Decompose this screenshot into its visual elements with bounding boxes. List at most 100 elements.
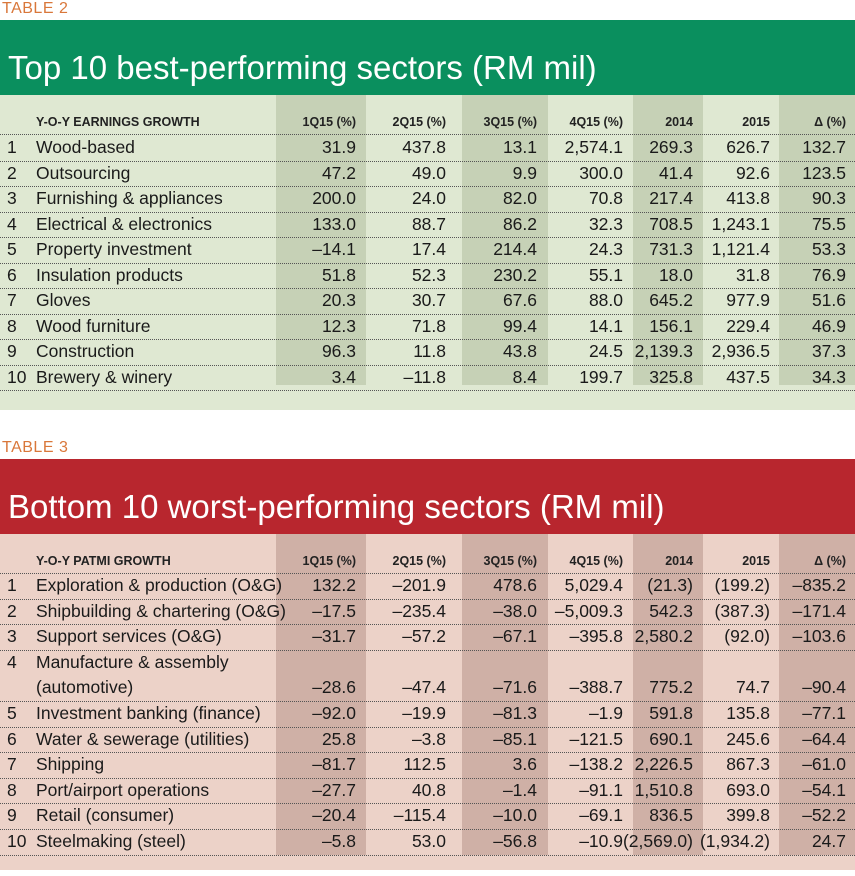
value-cell: 67.6 [502,290,537,310]
value-cell: 76.9 [811,264,846,285]
row-rank: 1 [7,575,17,595]
column-header: 1Q15 (%) [302,554,357,568]
row-rank: 6 [7,264,17,285]
value-cell: 25.8 [321,728,356,749]
value-cell: 626.7 [726,137,770,157]
value-cell: 47.2 [321,162,356,183]
value-cell: 51.6 [811,290,846,310]
header-label: Y-O-Y PATMI GROWTH [36,554,171,568]
value-cell: 90.3 [811,188,846,208]
value-cell: 52.3 [411,264,446,285]
value-cell: 132.2 [312,575,356,595]
column-shade [276,95,366,385]
value-cell: 135.8 [726,703,770,723]
value-cell: –64.4 [802,728,846,749]
value-cell: 88.7 [411,213,446,234]
sector-name: Water & sewerage (utilities) [36,728,250,749]
row-rank: 7 [7,290,17,310]
row-rank: 9 [7,341,17,361]
value-cell: 199.7 [579,366,623,387]
value-cell: –28.6 [312,677,356,698]
value-cell: 133.0 [312,213,356,234]
sector-name: Manufacture & assembly [36,651,229,672]
value-cell: –11.8 [403,366,447,387]
value-cell: 399.8 [726,805,770,826]
value-cell: 2,574.1 [564,137,623,157]
value-cell: 693.0 [726,779,770,800]
row-rank: 10 [7,366,27,387]
value-cell: –77.1 [802,703,846,723]
sector-name: Wood-based [36,137,135,157]
table-row: 5 Property investment –14.1 17.4 214.4 24.3 73… [0,237,855,264]
value-cell: 8.4 [512,366,537,387]
value-cell: 24.7 [811,831,846,851]
row-rank: 5 [7,703,17,723]
value-cell: –47.4 [402,677,446,698]
value-cell: 2,139.3 [634,341,693,361]
value-cell: 437.8 [402,137,446,157]
value-cell: –52.2 [802,805,846,826]
value-cell: –19.9 [402,703,446,723]
column-header: 4Q15 (%) [569,554,624,568]
sector-name: Shipping [36,754,105,775]
row-rank: 10 [7,831,27,851]
value-cell: 645.2 [649,290,693,310]
value-cell: 82.0 [502,188,537,208]
sector-name: Construction [36,341,135,361]
sector-name-line-2: (automotive) [36,677,134,698]
value-cell: –20.4 [312,805,356,826]
value-cell: 31.8 [735,264,770,285]
value-cell: 478.6 [493,575,537,595]
column-header: 2014 [665,554,693,568]
value-cell: 14.1 [588,315,623,336]
table-2-title-banner: Top 10 best-performing sectors (RM mil) [0,20,855,95]
value-cell: –5,009.3 [554,600,623,621]
row-rank: 4 [7,213,17,234]
value-cell: –56.8 [493,831,537,851]
value-cell: –27.7 [312,779,356,800]
value-cell: 96.3 [321,341,356,361]
column-shade [276,534,366,855]
value-cell: –91.1 [579,779,623,800]
table-row: 5 Investment banking (finance) –92.0 –19.9 –… [0,701,855,728]
sector-name: Gloves [36,290,91,310]
column-header: 1Q15 (%) [302,115,357,129]
table-row: 4 Electrical & electronics 133.0 88.7 86.2 32… [0,212,855,238]
value-cell: (21.3) [647,575,693,595]
value-cell: –17.5 [312,600,356,621]
value-cell: –201.9 [392,575,446,595]
value-cell: –171.4 [792,600,846,621]
table-row: 8 Port/airport operations –27.7 40.8 –1.4 –91… [0,778,855,805]
table-2: Y-O-Y EARNINGS GROWTH 1Q15 (%) 2Q15 (%) 3Q1… [0,95,855,410]
row-rank: 1 [7,137,17,157]
value-cell: 112.5 [403,754,447,775]
value-cell: (2,569.0) [622,831,693,851]
value-cell: 214.4 [493,239,537,259]
table-row: 7 Shipping –81.7 112.5 3.6 –138.2 2,226.5 867.3… [0,752,855,779]
value-cell: 51.8 [321,264,356,285]
value-cell: 3.4 [331,366,356,387]
column-shade [462,95,548,385]
value-cell: 156.1 [649,315,693,336]
sector-name: Property investment [36,239,192,259]
table-row: 3 Support services (O&G) –31.7 –57.2 –67.1 –3… [0,624,855,651]
value-cell: –90.4 [802,677,846,698]
table-row: 4 Manufacture & assembly (automotive) –28.6… [0,650,855,702]
value-cell: (92.0) [724,626,770,647]
row-rank: 7 [7,754,17,775]
value-cell: 41.4 [658,162,693,183]
value-cell: 49.0 [411,162,446,183]
header-label: Y-O-Y EARNINGS GROWTH [36,115,200,129]
table-row: 9 Retail (consumer) –20.4 –115.4 –10.0 –69.1 8… [0,803,855,830]
value-cell: 867.3 [726,754,770,775]
value-cell: 1,510.8 [634,779,693,800]
sector-name: Port/airport operations [36,779,210,800]
value-cell: 24.0 [411,188,446,208]
value-cell: –71.6 [493,677,537,698]
column-shade [633,534,703,855]
value-cell: 99.4 [502,315,537,336]
value-cell: 31.9 [321,137,356,157]
value-cell: 300.0 [579,162,623,183]
value-cell: 12.3 [321,315,356,336]
table-row: 10 Steelmaking (steel) –5.8 53.0 –56.8 –10.9(… [0,829,855,856]
